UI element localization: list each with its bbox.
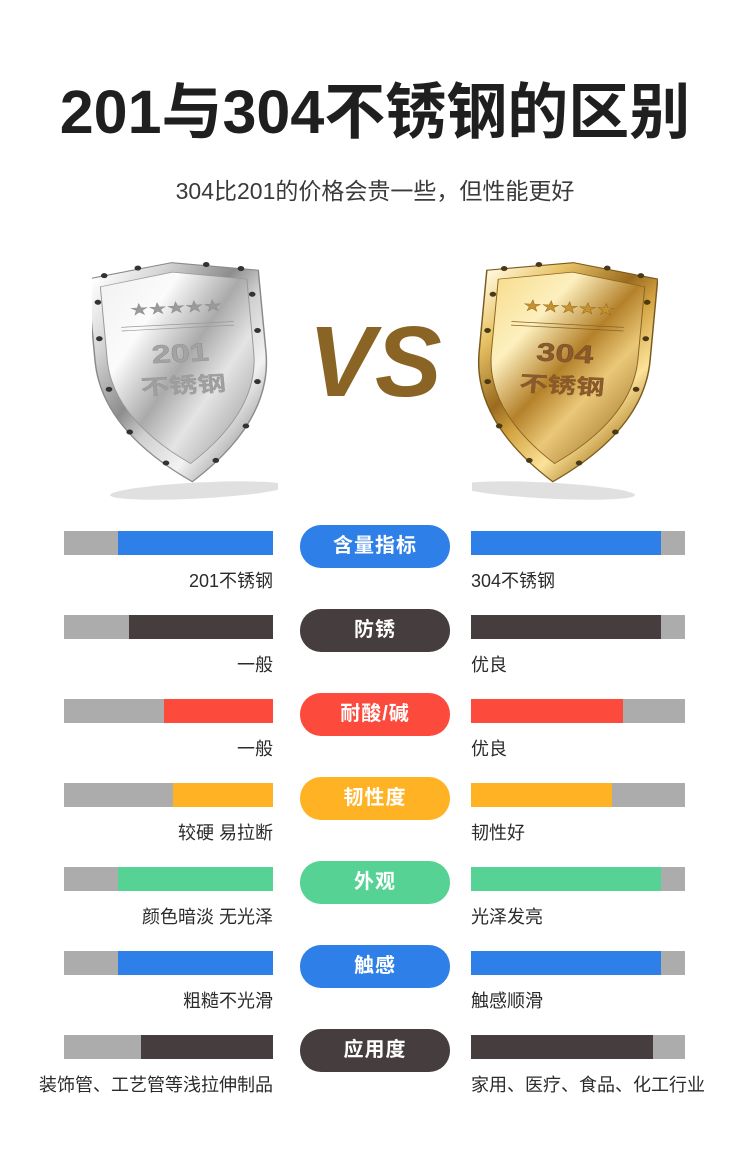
svg-text:304: 304 <box>535 338 595 369</box>
svg-text:不锈钢: 不锈钢 <box>139 367 227 402</box>
svg-text:不锈钢: 不锈钢 <box>518 367 606 402</box>
svg-text:201: 201 <box>150 338 210 369</box>
